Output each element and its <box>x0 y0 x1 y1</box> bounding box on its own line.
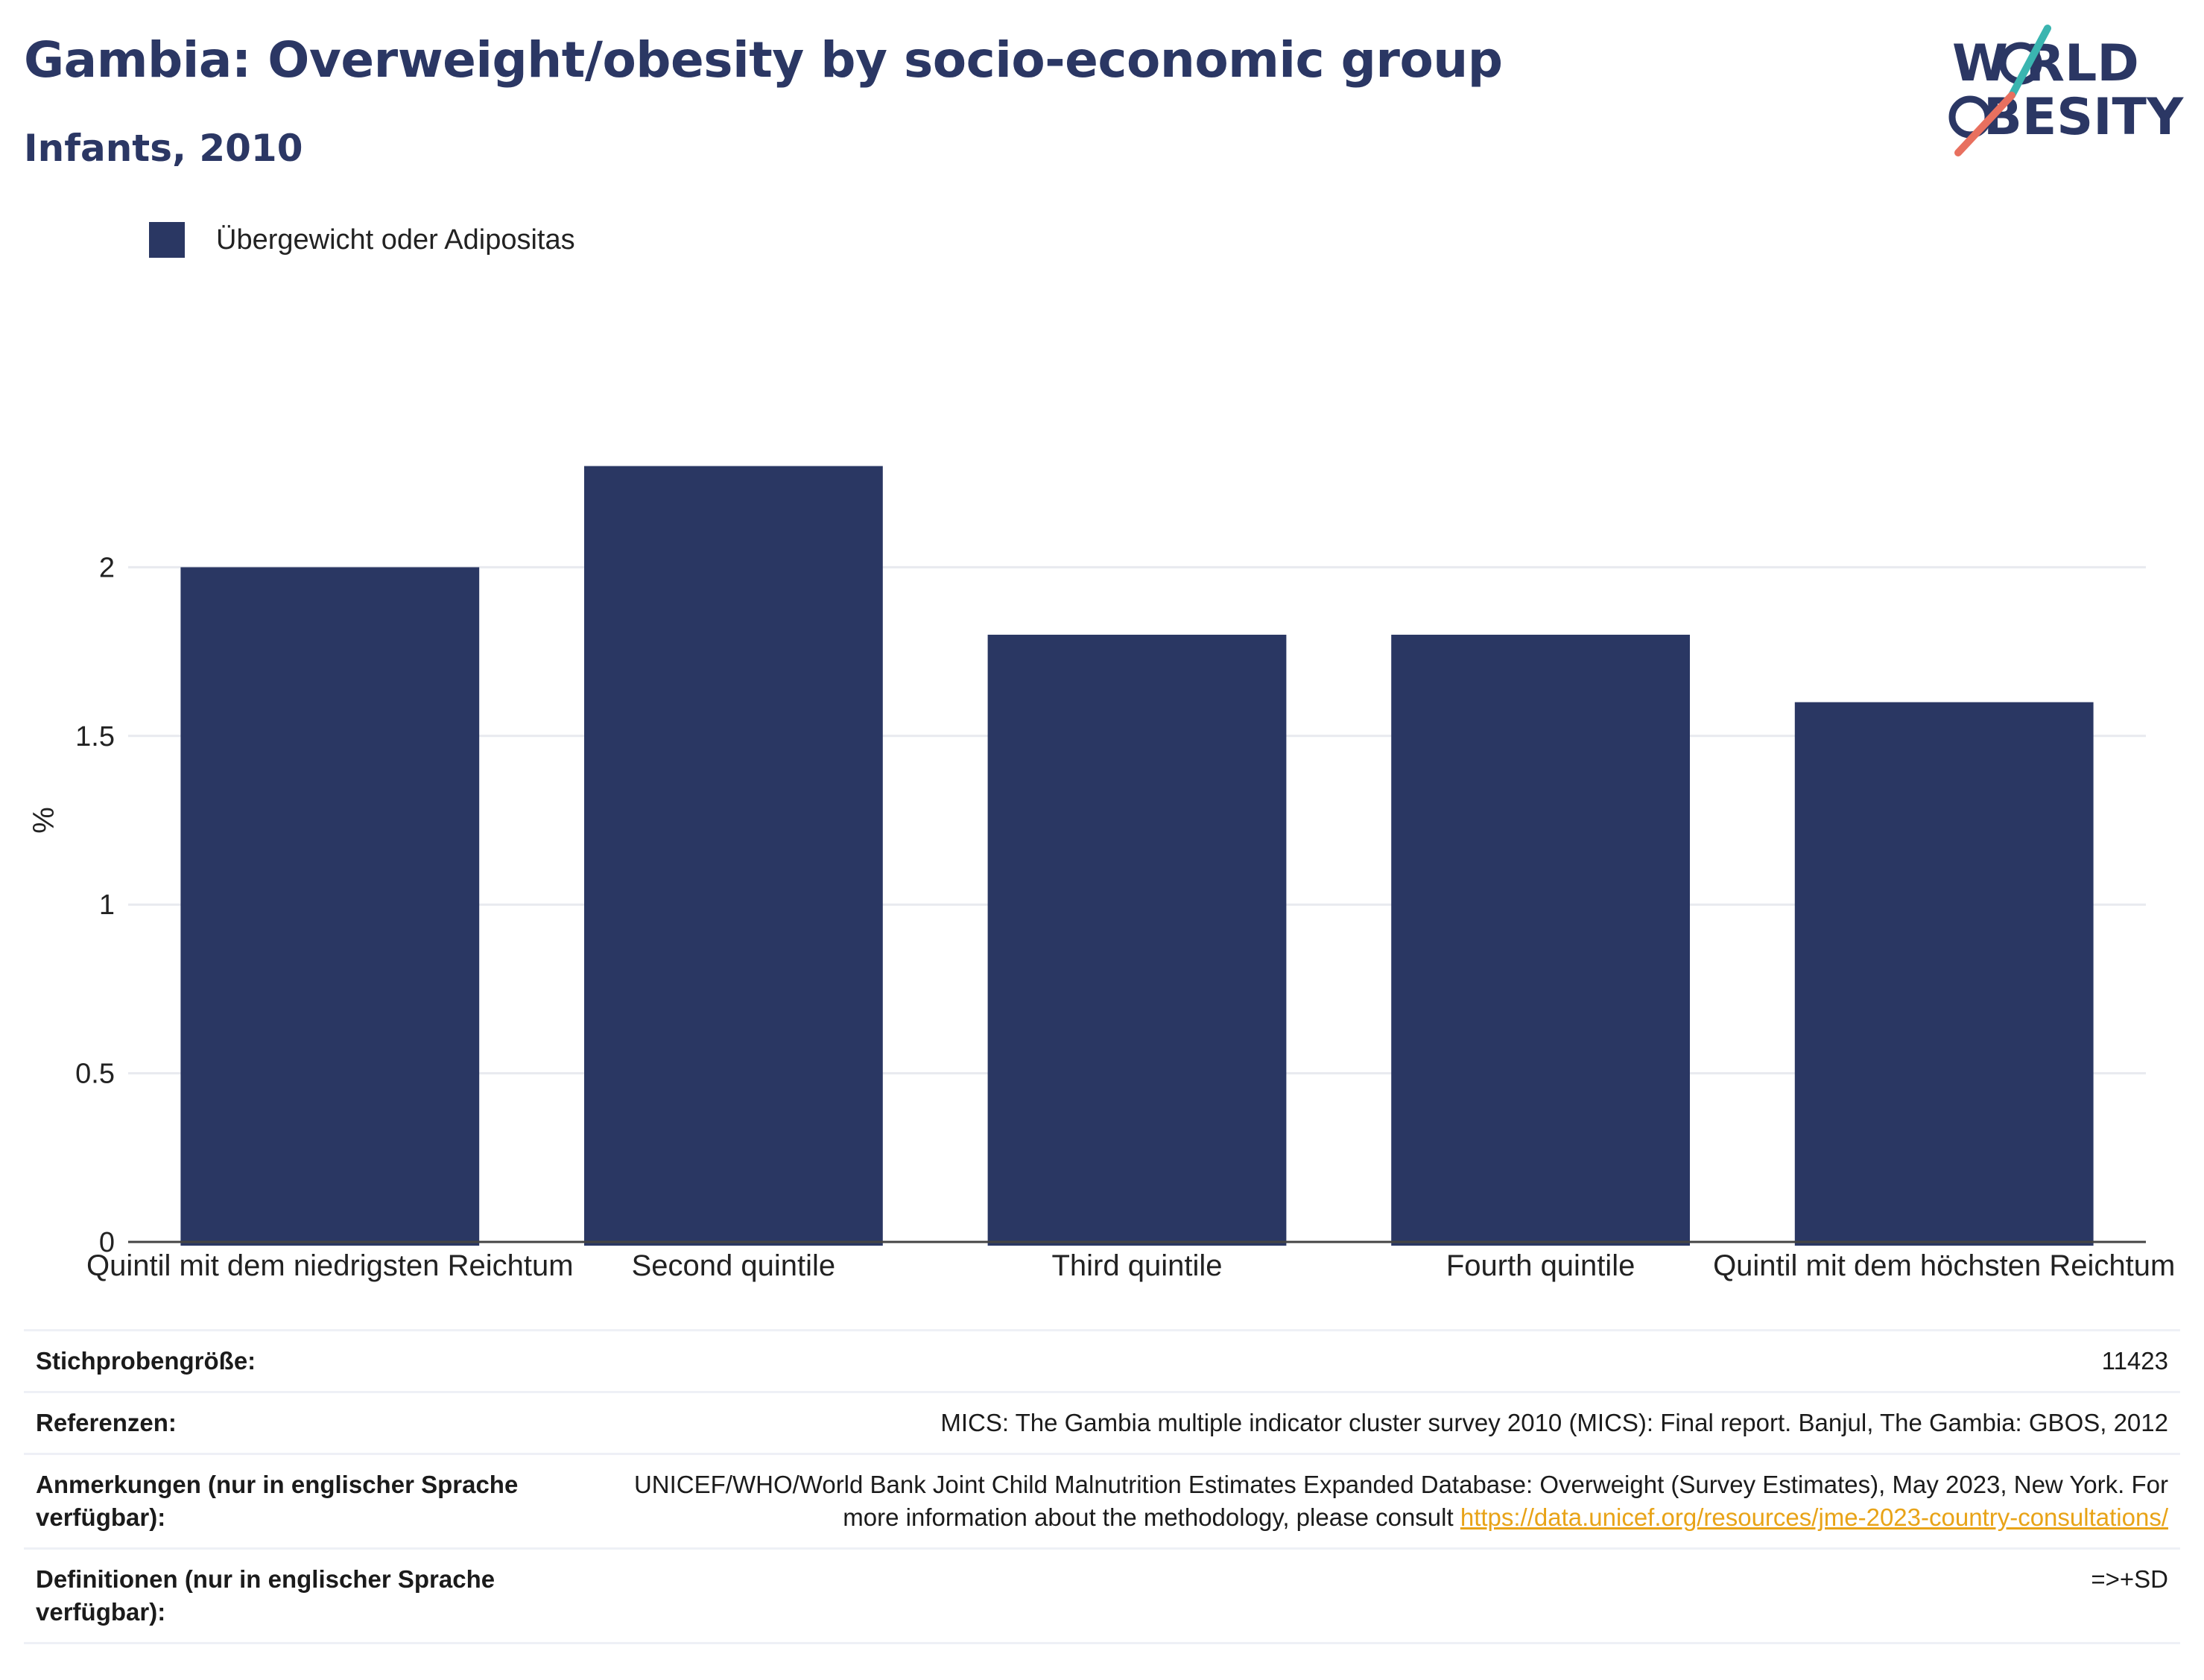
logo-slash-coral <box>1954 92 2015 156</box>
bar[interactable] <box>1794 702 2094 1246</box>
table-row: Definitionen (nur in englischer Sprache … <box>24 1547 2180 1644</box>
y-tick-label: 1 <box>99 890 115 921</box>
logo-text-obesity: BESITY <box>1983 88 2184 147</box>
notes-value: UNICEF/WHO/World Bank Joint Child Malnut… <box>633 1471 2168 1531</box>
table-row: Anmerkungen (nur in englischer Sprache v… <box>24 1453 2180 1549</box>
notes-label: Anmerkungen (nur in englischer Sprache v… <box>24 1453 584 1549</box>
y-tick-label: 0 <box>99 1227 115 1258</box>
legend-swatch[interactable] <box>149 222 185 258</box>
sample-size-label: Stichprobengröße: <box>24 1329 584 1392</box>
bar[interactable] <box>1391 634 1690 1246</box>
logo-slash-teal <box>2008 25 2051 99</box>
definitions-value: =>+SD <box>584 1547 2180 1644</box>
sample-size-value: 11423 <box>584 1329 2180 1392</box>
references-value: MICS: The Gambia multiple indicator clus… <box>584 1391 2180 1454</box>
methodology-link[interactable]: https://data.unicef.org/resources/jme-20… <box>1460 1503 2168 1531</box>
bar[interactable] <box>987 634 1287 1246</box>
metadata-table: Stichprobengröße: 11423 Referenzen: MICS… <box>24 1329 2180 1644</box>
table-row: Stichprobengröße: 11423 <box>24 1329 2180 1392</box>
x-tick-label: Quintil mit dem höchsten Reichtum <box>1713 1249 2175 1282</box>
bar[interactable] <box>180 567 480 1246</box>
logo-text-world: W RLD <box>1952 34 2139 93</box>
notes-cell: UNICEF/WHO/World Bank Joint Child Malnut… <box>584 1453 2180 1549</box>
world-obesity-logo: W RLD BESITY <box>1948 25 2184 156</box>
chart-title: Gambia: Overweight/obesity by socio-econ… <box>24 31 1503 89</box>
x-tick-label: Second quintile <box>632 1249 836 1282</box>
chart-subtitle: Infants, 2010 <box>24 127 303 170</box>
references-label: Referenzen: <box>24 1391 584 1454</box>
y-tick-label: 2 <box>99 552 115 583</box>
y-tick-label: 0.5 <box>75 1059 115 1090</box>
definitions-label: Definitionen (nur in englischer Sprache … <box>24 1547 584 1644</box>
x-tick-label: Third quintile <box>1051 1249 1222 1282</box>
x-tick-label: Fourth quintile <box>1446 1249 1635 1282</box>
bar-chart: 0 0.5 1 1.5 2 Quintil mit dem niedrigsten Rei… <box>28 466 2175 1282</box>
y-axis-title: % <box>28 807 60 834</box>
chart-legend: Übergewicht oder Adipositas <box>149 221 575 259</box>
x-tick-label: Quintil mit dem niedrigsten Reichtum <box>86 1249 574 1282</box>
legend-label[interactable]: Übergewicht oder Adipositas <box>216 224 575 256</box>
y-tick-label: 1.5 <box>75 721 115 752</box>
bar[interactable] <box>584 466 883 1246</box>
table-row: Referenzen: MICS: The Gambia multiple in… <box>24 1391 2180 1454</box>
